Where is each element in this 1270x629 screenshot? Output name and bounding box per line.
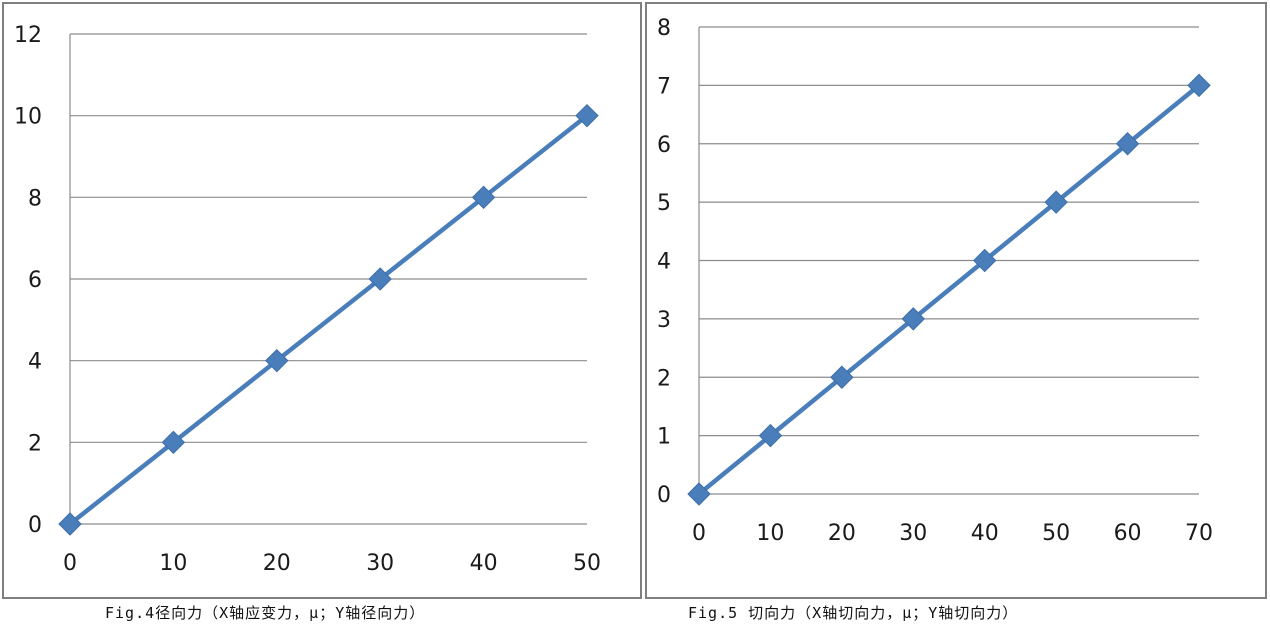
data-point-marker: [687, 482, 711, 506]
y-tick-label: 0: [28, 513, 42, 538]
data-point-marker: [1187, 73, 1211, 98]
y-tick-label: 0: [657, 483, 671, 508]
data-point-marker: [758, 423, 783, 448]
data-point-marker: [471, 185, 496, 210]
y-tick-label: 10: [14, 105, 42, 130]
chart-fig5: 0 1 2 3 4 5 6 7 8 0 10 20 30 40 50 60 70: [657, 16, 1213, 546]
x-tick-label: 40: [971, 521, 999, 546]
y-tick-label: 2: [657, 366, 671, 391]
y-tick-label: 4: [28, 350, 42, 375]
y-tick-label: 6: [657, 133, 671, 158]
x-tick-label: 60: [1114, 521, 1142, 546]
x-tick-label: 30: [899, 521, 927, 546]
data-point-marker: [58, 512, 82, 536]
y-tick-label: 2: [28, 431, 42, 456]
x-tick-label: 0: [63, 551, 77, 576]
x-tick-label: 40: [470, 551, 498, 576]
series-line: [68, 113, 589, 526]
data-point-marker: [830, 365, 854, 389]
y-tick-label: 1: [657, 425, 671, 450]
data-point-marker: [575, 103, 599, 128]
x-tick-label: 20: [263, 551, 291, 576]
y-tick-label: 5: [657, 191, 671, 216]
data-point-marker: [368, 267, 392, 291]
data-point-marker: [161, 430, 186, 455]
y-tick-label: 8: [657, 16, 671, 41]
chart-panel-fig4: 0 2 4 6 8 10 12 0 10 20 30 40 50: [2, 2, 642, 599]
x-tick-label: 50: [1042, 521, 1070, 546]
y-tick-label: 6: [28, 268, 42, 293]
data-point-marker: [973, 248, 997, 273]
data-point-marker: [901, 307, 925, 331]
series-line: [697, 83, 1201, 496]
x-tick-label: 0: [692, 521, 706, 546]
y-tick-label: 3: [657, 308, 671, 333]
x-tick-label: 20: [828, 521, 856, 546]
data-point-marker: [265, 348, 289, 373]
chart-panel-fig5: 0 1 2 3 4 5 6 7 8 0 10 20 30 40 50 60 70: [645, 2, 1267, 599]
data-point-marker: [1044, 190, 1068, 214]
y-tick-label: 7: [657, 74, 671, 99]
data-point-marker: [1115, 132, 1140, 156]
x-tick-label: 10: [756, 521, 784, 546]
x-tick-label: 10: [159, 551, 187, 576]
y-tick-label: 4: [657, 250, 671, 275]
x-tick-label: 50: [573, 551, 601, 576]
x-tick-label: 70: [1185, 521, 1213, 546]
figure-caption-fig5: Fig.5 切向力（X轴切向力，μ；Y轴切向力）: [688, 604, 1019, 622]
chart-fig4: 0 2 4 6 8 10 12 0 10 20 30 40 50: [14, 23, 601, 576]
figure-caption-fig4: Fig.4径向力（X轴应变力，μ；Y轴径向力）: [105, 604, 426, 622]
y-tick-label: 8: [28, 186, 42, 211]
x-tick-label: 30: [366, 551, 394, 576]
y-tick-label: 12: [14, 23, 42, 48]
